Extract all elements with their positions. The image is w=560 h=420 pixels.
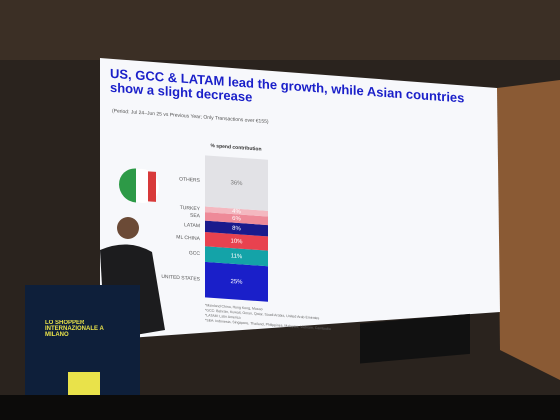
value-label: 11%: [231, 253, 243, 260]
bar-segment: [205, 246, 268, 267]
ceiling: [0, 0, 560, 60]
monitor: [360, 313, 470, 364]
category-label: GCC: [189, 250, 200, 257]
flag-green: [119, 168, 136, 203]
bar-segment: [205, 212, 268, 226]
value-label: 25%: [230, 279, 243, 286]
value-label: 4%: [232, 209, 241, 216]
screen: [100, 58, 500, 340]
podium-text-box: LO SHOPPER INTERNAZIONALE A MILANO: [45, 320, 104, 338]
axis-label: % spend contribution: [210, 143, 261, 153]
presenter-head: [117, 217, 139, 239]
bar-segment: [205, 155, 268, 211]
value-label: 36%: [230, 180, 243, 187]
category-label: UNITED STATES: [161, 274, 200, 283]
slide: US, GCC & LATAM lead the growth, while A…: [110, 67, 464, 331]
value-label: 6%: [232, 216, 241, 223]
value-label: 8%: [232, 226, 241, 233]
flag-red: [148, 171, 156, 202]
category-label: LATAM: [184, 222, 200, 229]
audience: [0, 395, 560, 420]
footnote: *Mainland China, Hong Kong, Macao: [205, 303, 263, 311]
bar-segment: [205, 206, 268, 217]
category-label: TURKEY: [180, 205, 201, 212]
value-label: 10%: [230, 238, 243, 245]
podium-text: LO SHOPPER INTERNAZIONALE A MILANO: [45, 320, 104, 338]
bar-segment: [205, 232, 268, 251]
wood-wall: [497, 80, 560, 380]
category-label: SEA: [190, 213, 201, 220]
bar-segment: [205, 220, 268, 237]
bar-segment: [205, 261, 268, 302]
category-label: OTHERS: [179, 176, 200, 183]
category-label: ML CHINA: [176, 234, 200, 242]
footnote: *LATAM: Latin America: [205, 313, 241, 319]
